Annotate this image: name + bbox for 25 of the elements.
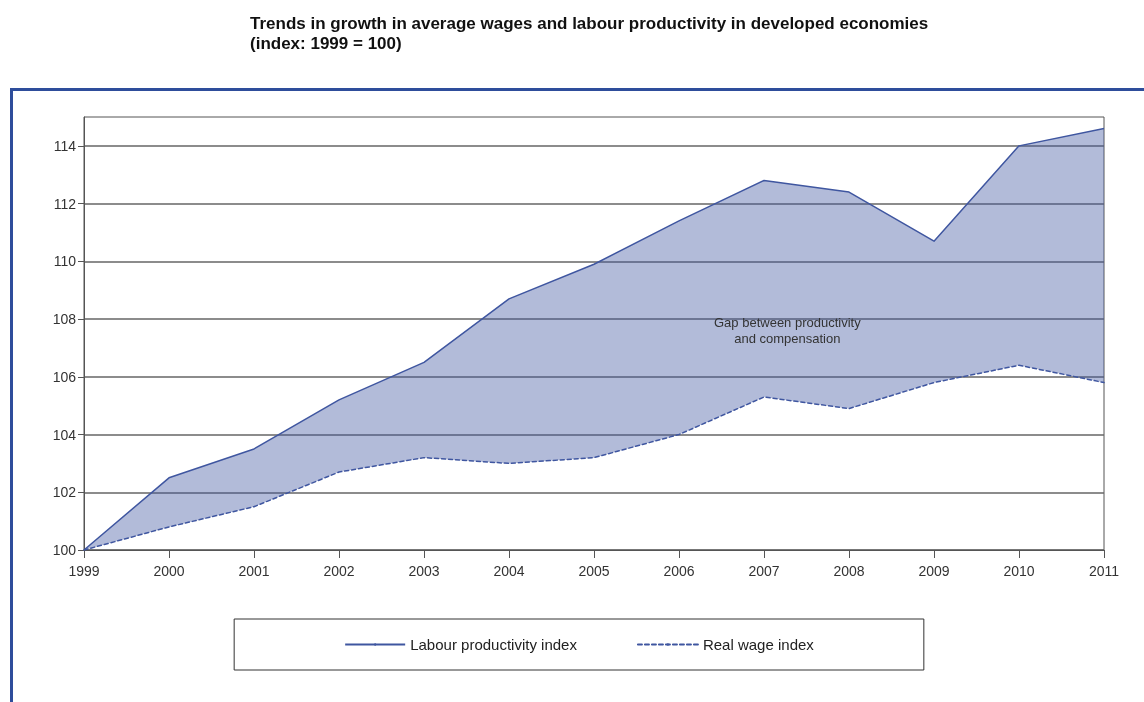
x-tick-label: 1999: [68, 563, 100, 579]
y-tick-label: 102: [52, 484, 77, 501]
chart-title: Trends in growth in average wages and labour productivity in developed economies (index: 1999 = 100): [250, 14, 930, 54]
x-tick-label: 2004: [493, 563, 525, 579]
y-tick-label: 100: [52, 542, 77, 558]
y-tick-label: 114: [53, 137, 77, 154]
legend-label: Labour productivity index: [410, 636, 578, 653]
y-tick-label: 110: [53, 253, 77, 270]
legend-label: Real wage index: [702, 636, 815, 653]
x-tick-label: 2000: [153, 563, 185, 579]
y-tick-label: 108: [52, 311, 77, 328]
x-tick-label: 2008: [833, 563, 865, 579]
y-tick-label: 106: [52, 368, 77, 385]
x-tick-label: 2006: [663, 563, 695, 579]
x-tick-label: 2005: [578, 563, 610, 579]
x-tick-label: 2011: [1088, 563, 1120, 579]
x-tick-label: 2010: [1003, 563, 1035, 579]
y-tick-label: 112: [53, 195, 77, 212]
annotation: Gap between productivity and compensation: [714, 314, 862, 346]
x-tick-label: 2002: [323, 563, 355, 579]
x-tick-label: 2003: [408, 563, 440, 579]
x-tick-label: 2007: [748, 563, 780, 579]
x-tick-label: 2009: [918, 563, 950, 579]
x-tick-label: 2001: [238, 563, 270, 579]
y-tick-label: 104: [52, 426, 77, 443]
